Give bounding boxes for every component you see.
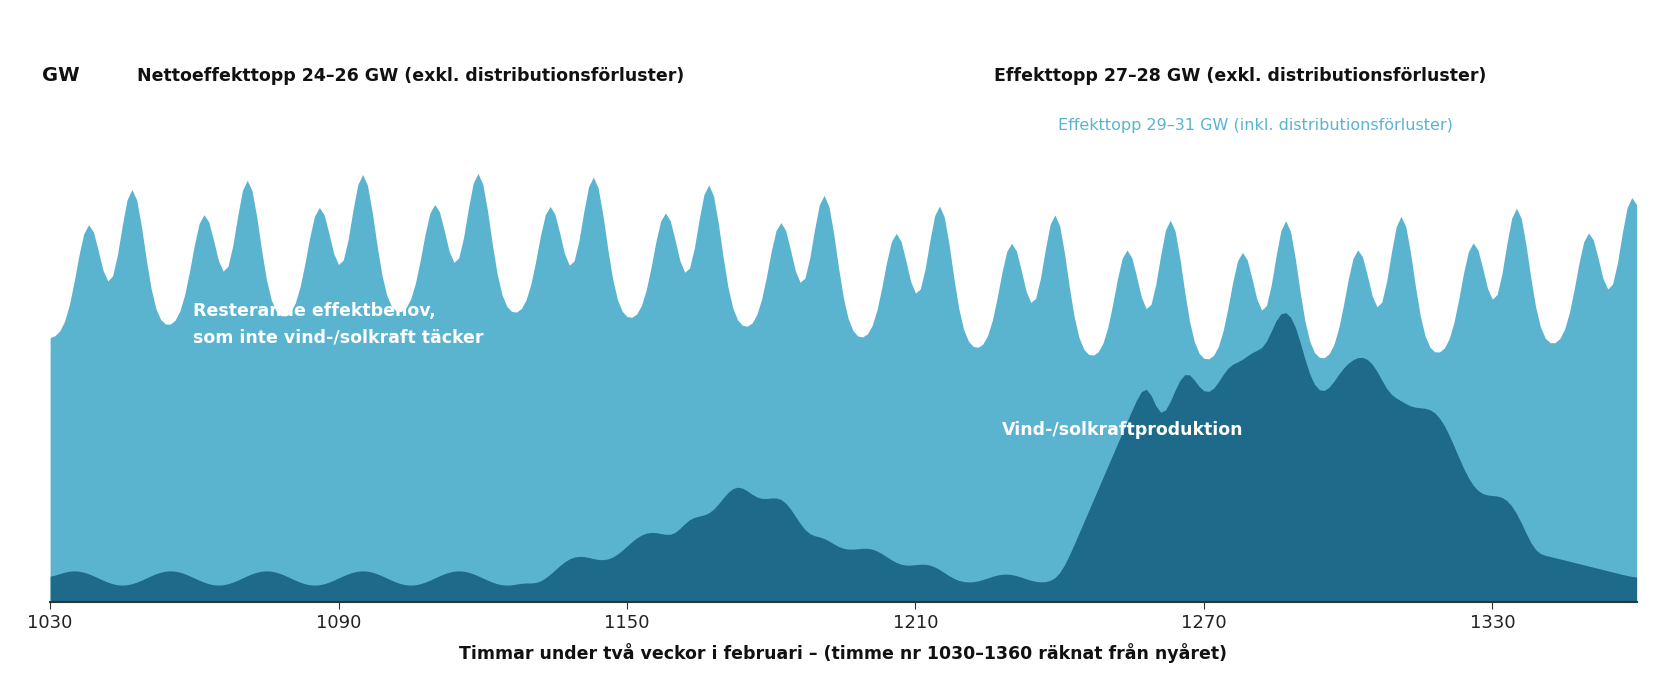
Text: Nettoeffekttopp 24–26 GW (exkl. distributionsförluster): Nettoeffekttopp 24–26 GW (exkl. distribu…	[137, 67, 685, 85]
Text: Effekttopp 27–28 GW (exkl. distributionsförluster): Effekttopp 27–28 GW (exkl. distributions…	[994, 67, 1486, 85]
Text: Resterande effektbehov,
som inte vind-/solkraft täcker: Resterande effektbehov, som inte vind-/s…	[192, 302, 483, 346]
Text: Effekttopp 29–31 GW (inkl. distributionsförluster): Effekttopp 29–31 GW (inkl. distributions…	[1057, 118, 1453, 133]
X-axis label: Timmar under två veckor i februari – (timme nr 1030–1360 räknat från nyåret): Timmar under två veckor i februari – (ti…	[459, 643, 1227, 663]
Text: Vind-/solkraftproduktion: Vind-/solkraftproduktion	[1002, 421, 1244, 438]
Text: GW: GW	[42, 66, 80, 85]
